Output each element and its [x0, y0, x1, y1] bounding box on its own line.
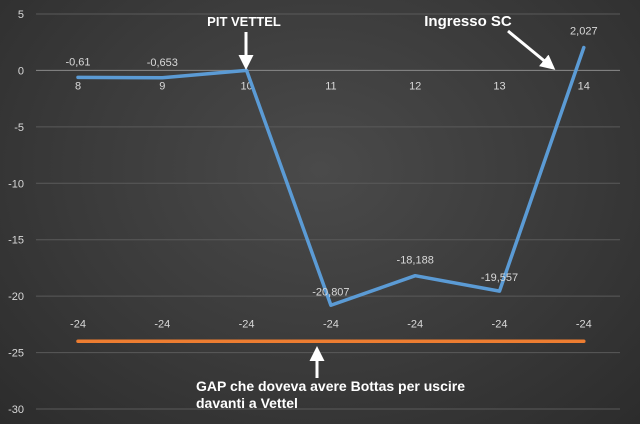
required-gap-data-label: -24: [492, 318, 508, 330]
y-tick-label: -5: [14, 122, 24, 134]
x-tick-label: 8: [75, 80, 81, 92]
y-tick-label: -15: [8, 235, 24, 247]
pit-vettel-annotation: PIT VETTEL: [207, 14, 281, 29]
required-gap-data-label: -24: [239, 318, 255, 330]
gap-annotation-line1: GAP che doveva avere Bottas per uscire: [196, 378, 465, 394]
required-gap-data-label: -24: [323, 318, 339, 330]
x-tick-label: 14: [578, 80, 590, 92]
required-gap-data-label: -24: [576, 318, 592, 330]
y-tick-label: 5: [18, 9, 24, 21]
gap-data-label: -0,653: [147, 57, 178, 69]
y-tick-label: -20: [8, 291, 24, 303]
required-gap-data-label: -24: [407, 318, 423, 330]
gap-annotation-line2: davanti a Vettel: [196, 395, 298, 411]
sc-annotation: Ingresso SC: [424, 13, 512, 30]
gap-data-label: -19,557: [481, 272, 518, 284]
y-tick-label: -25: [8, 348, 24, 360]
x-tick-label: 12: [409, 80, 421, 92]
x-tick-label: 11: [325, 80, 336, 92]
y-tick-label: -10: [8, 178, 24, 190]
required-gap-data-label: -24: [154, 318, 170, 330]
required-gap-data-label: -24: [70, 318, 86, 330]
gap-series-line: [76, 45, 586, 308]
y-tick-label: 0: [18, 65, 24, 77]
gap-data-label: -18,188: [397, 255, 434, 267]
sc-arrow: [507, 29, 556, 70]
y-tick-label: -30: [8, 404, 24, 416]
gap-data-label: -0,61: [65, 56, 90, 68]
x-tick-label: 13: [493, 80, 505, 92]
gap-data-label: 2,027: [570, 26, 598, 38]
gap-data-label: -20,807: [312, 286, 349, 298]
x-tick-label: 9: [159, 80, 165, 92]
